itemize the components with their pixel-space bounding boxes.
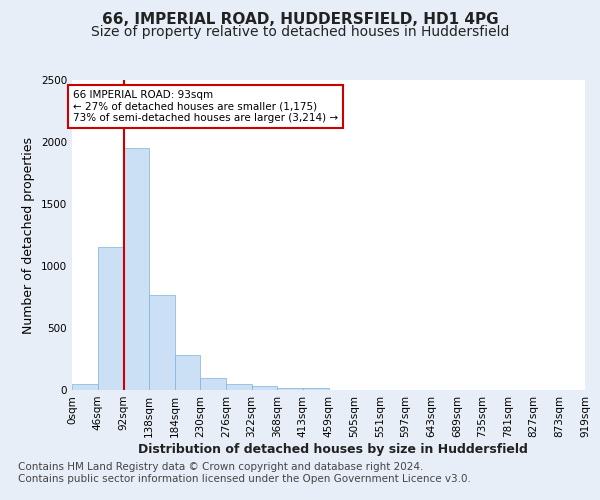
Text: Contains public sector information licensed under the Open Government Licence v3: Contains public sector information licen… xyxy=(18,474,471,484)
Bar xyxy=(72,384,98,390)
Bar xyxy=(124,148,149,390)
Bar xyxy=(98,248,124,390)
Bar xyxy=(200,378,226,390)
Text: 66 IMPERIAL ROAD: 93sqm
← 27% of detached houses are smaller (1,175)
73% of semi: 66 IMPERIAL ROAD: 93sqm ← 27% of detache… xyxy=(73,90,338,123)
Bar xyxy=(251,386,277,390)
Bar xyxy=(226,384,251,390)
Bar xyxy=(175,356,200,390)
Bar xyxy=(277,388,303,390)
Text: 66, IMPERIAL ROAD, HUDDERSFIELD, HD1 4PG: 66, IMPERIAL ROAD, HUDDERSFIELD, HD1 4PG xyxy=(101,12,499,28)
Y-axis label: Number of detached properties: Number of detached properties xyxy=(22,136,35,334)
Bar xyxy=(149,294,175,390)
Bar xyxy=(303,388,329,390)
Text: Size of property relative to detached houses in Huddersfield: Size of property relative to detached ho… xyxy=(91,25,509,39)
Text: Distribution of detached houses by size in Huddersfield: Distribution of detached houses by size … xyxy=(138,442,528,456)
Text: Contains HM Land Registry data © Crown copyright and database right 2024.: Contains HM Land Registry data © Crown c… xyxy=(18,462,424,472)
